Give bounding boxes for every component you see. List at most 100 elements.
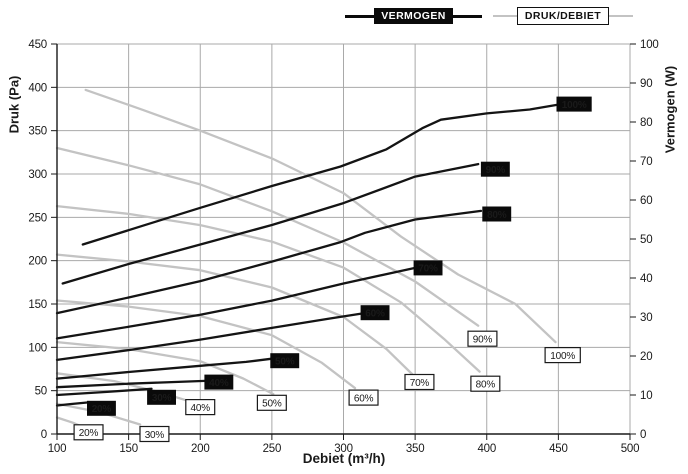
legend-item-vermogen: VERMOGEN [345,7,482,25]
y-right-tick-label: 10 [640,390,652,402]
curve-label-vermogen-80: 80% [482,206,512,222]
curve-label-vermogen-100: 100% [556,96,592,112]
curve-druk-40 [55,372,196,404]
curve-label-text: 30% [145,430,165,441]
curve-vermogen-80 [55,209,483,315]
y-left-tick-label: 200 [28,256,47,268]
curve-label-box [87,400,116,416]
curve-label-vermogen-70: 70% [413,260,443,276]
y-left-tick-label: 400 [28,82,47,94]
curve-label-druk-100: 100% [544,347,581,364]
curve-label-druk-80: 80% [470,375,501,392]
y-right-tick-label: 80 [640,117,652,129]
x-tick-label: 300 [334,443,353,455]
curve-label-druk-30: 30% [139,425,170,443]
curve-label-text: 60% [354,393,374,404]
curve-label-text: 60% [365,309,385,320]
curve-label-text: 70% [418,264,438,275]
y-left-tick-label: 150 [28,299,47,311]
curve-label-box [147,389,176,405]
curve-label-vermogen-40: 40% [204,374,234,390]
curve-label-box [256,394,287,411]
x-tick-label: 200 [191,443,210,455]
curve-label-box [467,330,498,347]
y-right-tick-label: 60 [640,195,652,207]
curve-label-box [556,96,592,112]
curve-label-box [348,389,379,406]
x-tick-label: 150 [119,443,138,455]
curve-label-text: 80% [487,210,507,221]
curve-druk-70 [55,253,418,380]
curve-vermogen-30 [55,387,153,397]
curve-label-text: 20% [92,404,112,415]
y-right-tick-label: 100 [640,39,659,51]
curve-label-druk-40: 40% [185,399,216,416]
curve-label-box [470,375,501,392]
curve-label-druk-90: 90% [467,330,498,347]
curve-label-box [185,399,216,416]
x-tick-label: 400 [477,443,496,455]
curve-vermogen-70 [55,266,417,340]
curve-druk-100 [84,88,557,344]
curve-label-druk-60: 60% [348,389,379,406]
curve-label-vermogen-30: 30% [147,389,176,405]
curve-label-text: 40% [209,378,229,389]
x-tick-label: 350 [406,443,425,455]
y-right-tick-label: 30 [640,312,652,324]
curve-druk-60 [55,299,357,390]
y-right-tick-label: 70 [640,156,652,168]
y-right-tick-label: 40 [640,273,652,285]
curve-vermogen-60 [55,312,364,362]
curve-label-text: 90% [486,165,506,176]
x-tick-label: 500 [621,443,640,455]
curve-label-text: 100% [562,100,587,111]
curve-label-box [413,260,443,276]
curve-label-box [482,206,512,222]
y-right-tick-label: 90 [640,78,652,90]
curve-label-text: 50% [262,399,282,410]
curve-label-text: 90% [473,334,493,345]
curve-label-text: 50% [275,356,295,367]
y-right-tick-label: 0 [640,429,646,441]
legend-item-druk-debiet: DRUK/DEBIET [493,6,633,26]
y-left-tick-label: 300 [28,169,47,181]
curve-vermogen-100 [81,102,563,246]
curve-label-druk-20: 20% [73,424,104,441]
curve-label-box [544,347,581,364]
y-left-tick-label: 50 [35,386,47,398]
curve-label-vermogen-60: 60% [360,305,390,321]
curve-label-text: 80% [476,380,496,391]
curve-vermogen-40 [55,379,213,389]
y-axis-right-title: Vermogen (W) [662,65,678,154]
x-tick-label: 250 [263,443,282,455]
curve-label-druk-50: 50% [256,394,287,411]
curve-label-druk-70: 70% [404,373,435,391]
y-left-tick-label: 100 [28,342,47,354]
curve-label-vermogen-20: 20% [87,400,116,416]
curve-druk-90 [55,146,480,327]
curve-label-box [360,305,390,321]
curve-label-vermogen-50: 50% [270,353,300,369]
curve-label-text: 40% [191,403,211,414]
curve-vermogen-90 [61,162,480,285]
curve-label-text: 70% [410,378,430,389]
curve-vermogen-50 [55,357,274,380]
x-tick-label: 450 [549,443,568,455]
legend-label-druk-debiet: DRUK/DEBIET [516,6,610,26]
curve-druk-80 [55,204,481,373]
curve-label-box [139,425,170,443]
legend-label-vermogen: VERMOGEN [374,7,453,25]
curve-label-text: 100% [550,351,575,362]
curve-vermogen-20 [55,401,90,407]
curve-druk-50 [55,340,275,396]
curve-label-text: 20% [79,428,99,439]
y-left-tick-label: 0 [41,429,47,441]
y-left-tick-label: 450 [28,39,47,51]
curve-label-box [270,353,300,369]
y-right-tick-label: 50 [640,234,652,246]
curve-label-vermogen-90: 90% [480,161,510,177]
y-left-tick-label: 350 [28,126,47,138]
x-axis-title: Debiet (m³/h) [302,451,386,466]
